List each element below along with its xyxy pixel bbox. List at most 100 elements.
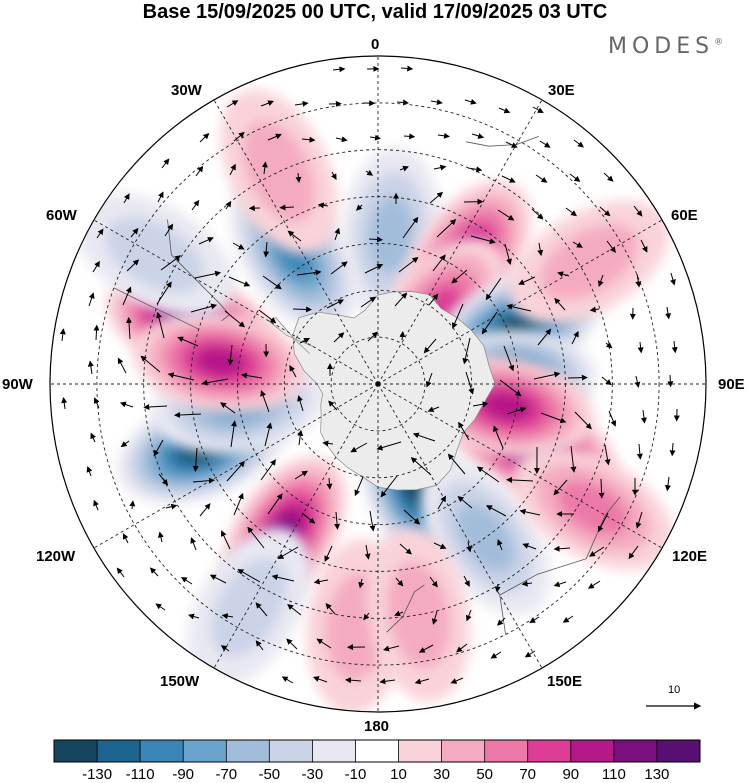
wind-arrow [326,299,344,309]
wind-arrow [532,106,544,113]
wind-arrow [365,169,374,176]
latitude-circle [96,102,660,666]
wind-arrow [86,466,93,477]
wind-arrow [190,303,218,313]
wind-arrow [447,453,466,475]
wind-arrow [539,140,551,148]
colorbar-swatch [97,740,141,762]
land-layer [113,136,621,635]
wind-arrow [228,276,251,287]
anomaly-contour [482,392,533,422]
wind-arrow [364,264,384,274]
colorbar-swatch [355,740,399,762]
coastline [466,136,539,147]
wind-arrow [501,175,516,183]
wind-arrow [399,331,406,341]
wind-arrow [289,365,297,378]
wind-arrow [199,503,211,517]
wind-arrow [451,303,464,329]
colorbar [53,739,701,763]
brand-text: MODES [608,34,715,59]
wind-arrow [606,240,616,253]
wind-arrow [143,404,168,411]
wind-arrow [287,603,302,616]
wind-arrow [294,470,308,480]
wind-arrow [518,276,536,285]
wind-arrow [247,526,265,549]
wind-arrow [264,422,273,447]
wind-arrow [334,227,341,241]
wind-arrow [597,274,604,287]
wind-arrow [260,100,275,107]
wind-arrow [224,310,246,328]
wind-arrow [456,643,468,653]
wind-arrow [573,139,584,148]
lon-label-30e: 30E [548,82,575,99]
wind-arrow [281,676,294,684]
anomaly-cell [74,193,236,317]
wind-arrow [608,410,617,427]
wind-arrow [237,569,261,583]
anomaly-cell [132,310,308,413]
latitude-circle [283,289,473,479]
wind-arrow [260,390,270,413]
wind-arrow [485,277,502,301]
wind-arrow [262,275,282,290]
wind-arrow [670,272,676,286]
colorbar-tick-label: -30 [301,766,324,783]
meridian-line [377,219,663,385]
wind-arrow [395,577,404,587]
wind-arrow [364,544,371,560]
wind-arrow [481,311,498,335]
wind-arrow [332,66,346,73]
wind-arrow [122,533,129,544]
lon-label-120w: 120W [36,548,76,565]
reference-vector-label: 10 [668,684,681,696]
wind-arrow [431,610,438,625]
wind-arrow [328,400,338,411]
wind-arrow [603,172,614,182]
wind-arrow [277,546,299,560]
wind-arrow [394,610,404,617]
meridian-line [377,99,543,385]
wind-arrow [432,254,446,272]
meridian-line [213,383,379,669]
lon-label-150e: 150E [547,673,583,690]
wind-arrow [294,100,309,107]
wind-arrow [640,409,647,424]
colorbar-tick-label: -70 [215,766,238,783]
wind-arrow [636,443,643,460]
wind-arrow [503,345,515,372]
wind-arrow [465,371,475,395]
wind-arrow [506,476,534,483]
wind-arrow [88,292,95,307]
wind-arrow [160,255,182,271]
meridian-line [93,219,379,385]
wind-arrow [569,173,581,182]
lon-label-180: 180 [364,718,390,735]
wind-arrow [92,260,100,273]
colorbar-swatch [441,740,485,762]
wind-arrow [230,420,237,448]
wind-arrow [402,216,419,239]
wind-arrow [358,578,365,589]
wind-arrow [669,442,676,457]
wind-arrow [312,676,328,683]
wind-arrow [271,574,295,582]
wind-arrow [225,200,232,210]
lon-label-120e: 120E [672,548,708,565]
wind-arrow [229,163,236,176]
wind-arrow [93,499,99,511]
wind-arrow [540,412,567,424]
wind-arrow [574,411,592,430]
wind-arrow [537,242,544,257]
colorbar-tick-label: 10 [390,766,407,783]
colorbar-tick-label: -90 [172,766,195,783]
wind-arrow [345,677,362,684]
wind-arrow [383,645,400,652]
wind-arrow [524,650,536,658]
wind-arrow [313,578,329,585]
wind-arrow [640,239,648,253]
wind-arrow [493,425,504,449]
